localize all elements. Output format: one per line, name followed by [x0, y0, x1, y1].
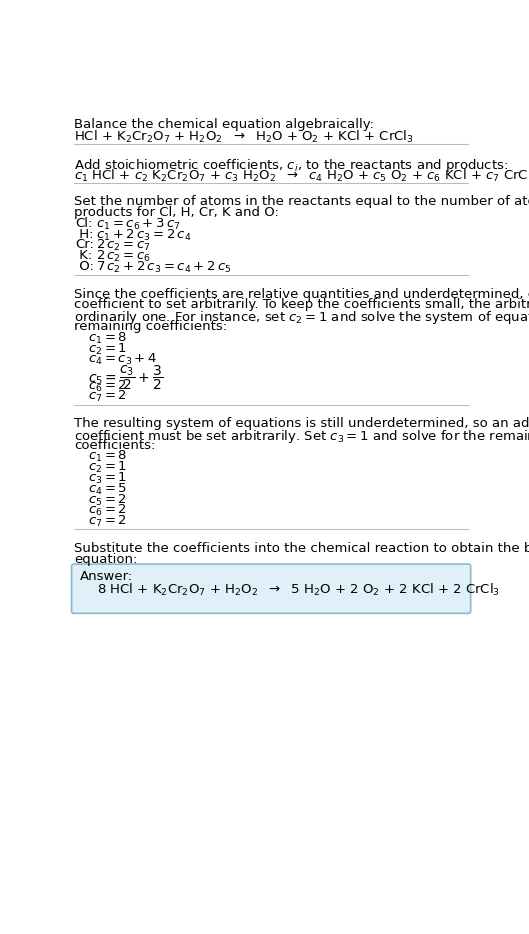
- Text: $c_7 = 2$: $c_7 = 2$: [88, 389, 127, 404]
- Text: 8 HCl + K$_2$Cr$_2$O$_7$ + H$_2$O$_2$  $\rightarrow$  5 H$_2$O + 2 O$_2$ + 2 KCl: 8 HCl + K$_2$Cr$_2$O$_7$ + H$_2$O$_2$ $\…: [97, 582, 500, 598]
- Text: Since the coefficients are relative quantities and underdetermined, choose a: Since the coefficients are relative quan…: [74, 288, 529, 301]
- Text: $c_4 = 5$: $c_4 = 5$: [88, 482, 127, 497]
- Text: Substitute the coefficients into the chemical reaction to obtain the balanced: Substitute the coefficients into the che…: [74, 542, 529, 555]
- Text: Balance the chemical equation algebraically:: Balance the chemical equation algebraica…: [74, 119, 374, 132]
- Text: Cl:: Cl:: [76, 217, 93, 230]
- Text: Set the number of atoms in the reactants equal to the number of atoms in the: Set the number of atoms in the reactants…: [74, 195, 529, 208]
- Text: $2\,c_2 = c_6$: $2\,c_2 = c_6$: [96, 249, 150, 264]
- Text: Add stoichiometric coefficients, $c_i$, to the reactants and products:: Add stoichiometric coefficients, $c_i$, …: [74, 157, 508, 174]
- Text: $c_2 = 1$: $c_2 = 1$: [88, 460, 127, 475]
- Text: remaining coefficients:: remaining coefficients:: [74, 320, 227, 333]
- Text: equation:: equation:: [74, 553, 137, 565]
- Text: coefficient to set arbitrarily. To keep the coefficients small, the arbitrary va: coefficient to set arbitrarily. To keep …: [74, 299, 529, 311]
- Text: $2\,c_2 = c_7$: $2\,c_2 = c_7$: [96, 238, 150, 253]
- Text: $c_1$ HCl + $c_2$ K$_2$Cr$_2$O$_7$ + $c_3$ H$_2$O$_2$  $\rightarrow$  $c_4$ H$_2: $c_1$ HCl + $c_2$ K$_2$Cr$_2$O$_7$ + $c_…: [74, 167, 529, 184]
- FancyBboxPatch shape: [71, 564, 471, 614]
- Text: HCl + K$_2$Cr$_2$O$_7$ + H$_2$O$_2$  $\rightarrow$  H$_2$O + O$_2$ + KCl + CrCl$: HCl + K$_2$Cr$_2$O$_7$ + H$_2$O$_2$ $\ri…: [74, 129, 414, 145]
- Text: $c_4 = c_3 + 4$: $c_4 = c_3 + 4$: [88, 352, 157, 367]
- Text: $c_6 = 2$: $c_6 = 2$: [88, 503, 127, 518]
- Text: $c_1 = 8$: $c_1 = 8$: [88, 449, 127, 464]
- Text: $c_5 = 2$: $c_5 = 2$: [88, 492, 127, 507]
- Text: Answer:: Answer:: [80, 571, 133, 583]
- Text: $c_5 = \dfrac{c_3}{2} + \dfrac{3}{2}$: $c_5 = \dfrac{c_3}{2} + \dfrac{3}{2}$: [88, 363, 163, 392]
- Text: $c_6 = 2$: $c_6 = 2$: [88, 378, 127, 393]
- Text: coefficients:: coefficients:: [74, 439, 155, 451]
- Text: H:: H:: [76, 228, 94, 241]
- Text: The resulting system of equations is still underdetermined, so an additional: The resulting system of equations is sti…: [74, 417, 529, 430]
- Text: coefficient must be set arbitrarily. Set $c_3 = 1$ and solve for the remaining: coefficient must be set arbitrarily. Set…: [74, 428, 529, 445]
- Text: $c_1 = c_6 + 3\,c_7$: $c_1 = c_6 + 3\,c_7$: [96, 217, 180, 232]
- Text: Cr:: Cr:: [76, 238, 94, 251]
- Text: K:: K:: [76, 249, 93, 262]
- Text: $c_7 = 2$: $c_7 = 2$: [88, 514, 127, 530]
- Text: $c_3 = 1$: $c_3 = 1$: [88, 471, 127, 486]
- Text: $c_2 = 1$: $c_2 = 1$: [88, 342, 127, 357]
- Text: O:: O:: [76, 260, 94, 273]
- Text: $7\,c_2 + 2\,c_3 = c_4 + 2\,c_5$: $7\,c_2 + 2\,c_3 = c_4 + 2\,c_5$: [96, 260, 231, 275]
- Text: ordinarily one. For instance, set $c_2 = 1$ and solve the system of equations fo: ordinarily one. For instance, set $c_2 =…: [74, 309, 529, 326]
- Text: $c_1 = 8$: $c_1 = 8$: [88, 331, 127, 346]
- Text: $c_1 + 2\,c_3 = 2\,c_4$: $c_1 + 2\,c_3 = 2\,c_4$: [96, 228, 191, 243]
- Text: products for Cl, H, Cr, K and O:: products for Cl, H, Cr, K and O:: [74, 206, 279, 219]
